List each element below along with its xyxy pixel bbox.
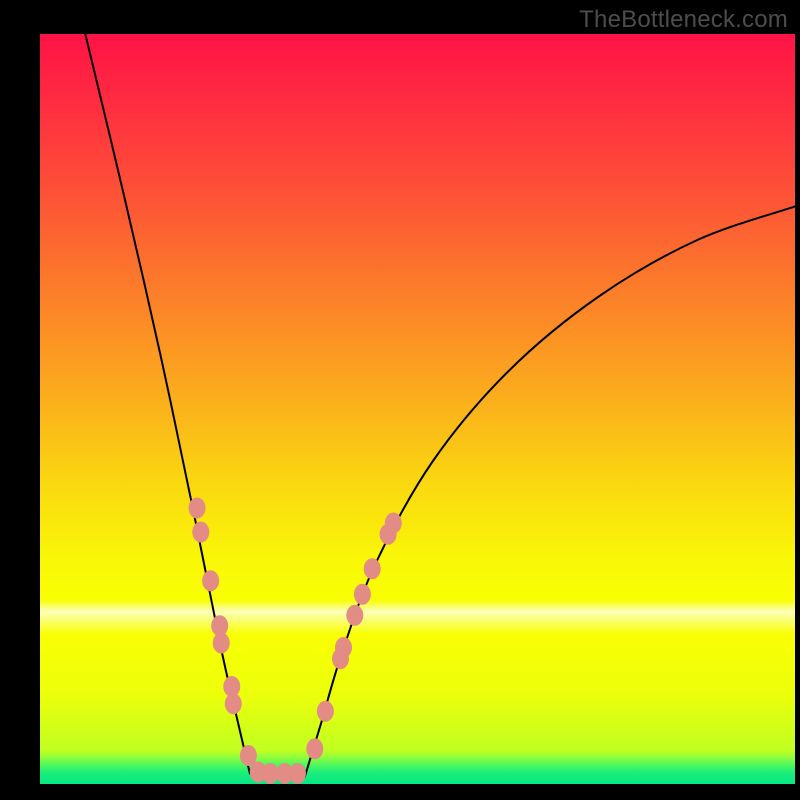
data-marker bbox=[225, 693, 242, 714]
curve-layer bbox=[40, 34, 795, 784]
data-marker bbox=[385, 513, 402, 534]
data-marker bbox=[192, 522, 209, 543]
marker-group bbox=[189, 498, 402, 785]
data-marker bbox=[354, 584, 371, 605]
data-marker bbox=[335, 637, 352, 658]
plot-frame bbox=[0, 0, 800, 800]
bottleneck-curve bbox=[85, 34, 795, 777]
watermark-text: TheBottleneck.com bbox=[579, 6, 788, 34]
data-marker bbox=[306, 738, 323, 759]
plot-area bbox=[40, 34, 795, 784]
data-marker bbox=[289, 763, 306, 784]
data-marker bbox=[364, 558, 381, 579]
data-marker bbox=[189, 498, 206, 519]
data-marker bbox=[213, 633, 230, 654]
data-marker bbox=[346, 605, 363, 626]
data-marker bbox=[317, 701, 334, 722]
data-marker bbox=[202, 570, 219, 591]
